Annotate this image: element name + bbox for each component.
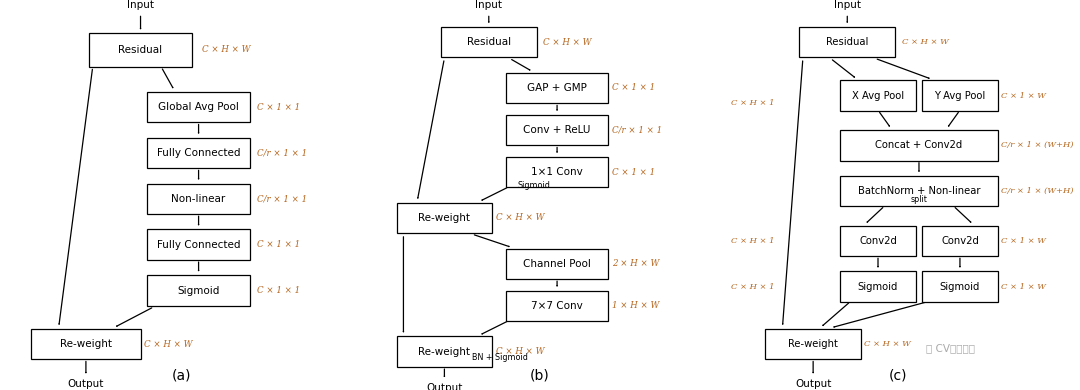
FancyBboxPatch shape [505,115,608,145]
FancyBboxPatch shape [31,329,140,359]
FancyBboxPatch shape [147,138,249,168]
FancyBboxPatch shape [840,271,916,302]
FancyBboxPatch shape [922,80,998,111]
Text: C/r × 1 × 1: C/r × 1 × 1 [611,126,662,135]
Text: C × 1 × W: C × 1 × W [1001,92,1045,99]
Text: C/r × 1 × 1: C/r × 1 × 1 [257,194,307,203]
Text: Re-weight: Re-weight [418,213,471,223]
Text: 1×1 Conv: 1×1 Conv [531,167,583,177]
FancyBboxPatch shape [90,33,192,67]
Text: X Avg Pool: X Avg Pool [852,90,904,101]
Text: Re-weight: Re-weight [788,339,838,349]
FancyBboxPatch shape [505,157,608,187]
Text: Input: Input [834,0,861,10]
Text: Channel Pool: Channel Pool [523,259,591,269]
Text: C × H × W: C × H × W [902,38,948,46]
Text: Re-weight: Re-weight [59,339,112,349]
Text: GAP + GMP: GAP + GMP [527,83,588,93]
FancyBboxPatch shape [799,27,895,57]
Text: C × H × 1: C × H × 1 [731,237,774,245]
FancyBboxPatch shape [505,291,608,321]
FancyBboxPatch shape [441,27,537,57]
Text: Input: Input [127,0,154,10]
FancyBboxPatch shape [147,92,249,122]
Text: C × H × W: C × H × W [543,37,592,47]
FancyBboxPatch shape [840,80,916,111]
Text: Input: Input [475,0,502,10]
Text: BN + Sigmoid: BN + Sigmoid [472,353,528,362]
FancyBboxPatch shape [922,225,998,256]
FancyBboxPatch shape [840,225,916,256]
Text: Output: Output [795,379,832,389]
Text: Residual: Residual [467,37,511,47]
Text: Fully Connected: Fully Connected [157,148,241,158]
Text: C × 1 × 1: C × 1 × 1 [257,103,300,112]
Text: C × 1 × 1: C × 1 × 1 [257,286,300,295]
Text: C × 1 × W: C × 1 × W [1001,237,1045,245]
Text: C/r × 1 × 1: C/r × 1 × 1 [257,149,307,158]
Text: Output: Output [68,379,104,389]
Text: C × 1 × 1: C × 1 × 1 [257,240,300,249]
Text: 2 × H × W: 2 × H × W [611,259,659,268]
Text: (a): (a) [172,368,191,382]
FancyBboxPatch shape [147,229,249,260]
Text: C × H × W: C × H × W [496,213,544,222]
Text: 💬 CV技术指南: 💬 CV技术指南 [926,343,975,353]
Text: 7×7 Conv: 7×7 Conv [531,301,583,311]
FancyBboxPatch shape [840,176,998,206]
Text: C × H × 1: C × H × 1 [731,99,774,107]
Text: (b): (b) [530,368,550,382]
Text: BatchNorm + Non-linear: BatchNorm + Non-linear [858,186,981,196]
Text: Sigmoid: Sigmoid [858,282,899,292]
Text: Conv + ReLU: Conv + ReLU [524,125,591,135]
Text: Sigmoid: Sigmoid [940,282,981,292]
Text: Y Avg Pool: Y Avg Pool [934,90,986,101]
FancyBboxPatch shape [147,275,249,306]
Text: C/r × 1 × (W+H): C/r × 1 × (W+H) [1001,187,1074,195]
Text: Residual: Residual [826,37,868,47]
Text: C/r × 1 × (W+H): C/r × 1 × (W+H) [1001,141,1074,149]
Text: C × H × 1: C × H × 1 [731,283,774,291]
Text: Residual: Residual [119,45,163,55]
Text: Global Avg Pool: Global Avg Pool [158,102,239,112]
FancyBboxPatch shape [147,184,249,214]
Text: Conv2d: Conv2d [941,236,978,246]
Text: C × 1 × 1: C × 1 × 1 [611,83,654,92]
FancyBboxPatch shape [396,337,492,367]
Text: C × 1 × W: C × 1 × W [1001,283,1045,291]
FancyBboxPatch shape [505,73,608,103]
Text: split: split [910,195,928,204]
FancyBboxPatch shape [922,271,998,302]
Text: (c): (c) [889,368,908,382]
Text: Conv2d: Conv2d [859,236,897,246]
FancyBboxPatch shape [396,203,492,233]
Text: C × H × W: C × H × W [496,347,544,356]
Text: 1 × H × W: 1 × H × W [611,301,659,310]
Text: C × H × W: C × H × W [144,340,192,349]
Text: Re-weight: Re-weight [418,347,471,357]
Text: C × 1 × 1: C × 1 × 1 [611,168,654,177]
Text: Non-linear: Non-linear [172,194,226,204]
Text: Sigmoid: Sigmoid [177,285,219,296]
Text: Concat + Conv2d: Concat + Conv2d [876,140,962,150]
FancyBboxPatch shape [505,248,608,279]
Text: C × H × W: C × H × W [864,340,912,348]
Text: Sigmoid: Sigmoid [517,181,551,190]
Text: C × H × W: C × H × W [202,45,251,54]
Text: Output: Output [427,383,462,390]
FancyBboxPatch shape [766,329,861,359]
FancyBboxPatch shape [840,130,998,161]
Text: Fully Connected: Fully Connected [157,240,241,250]
